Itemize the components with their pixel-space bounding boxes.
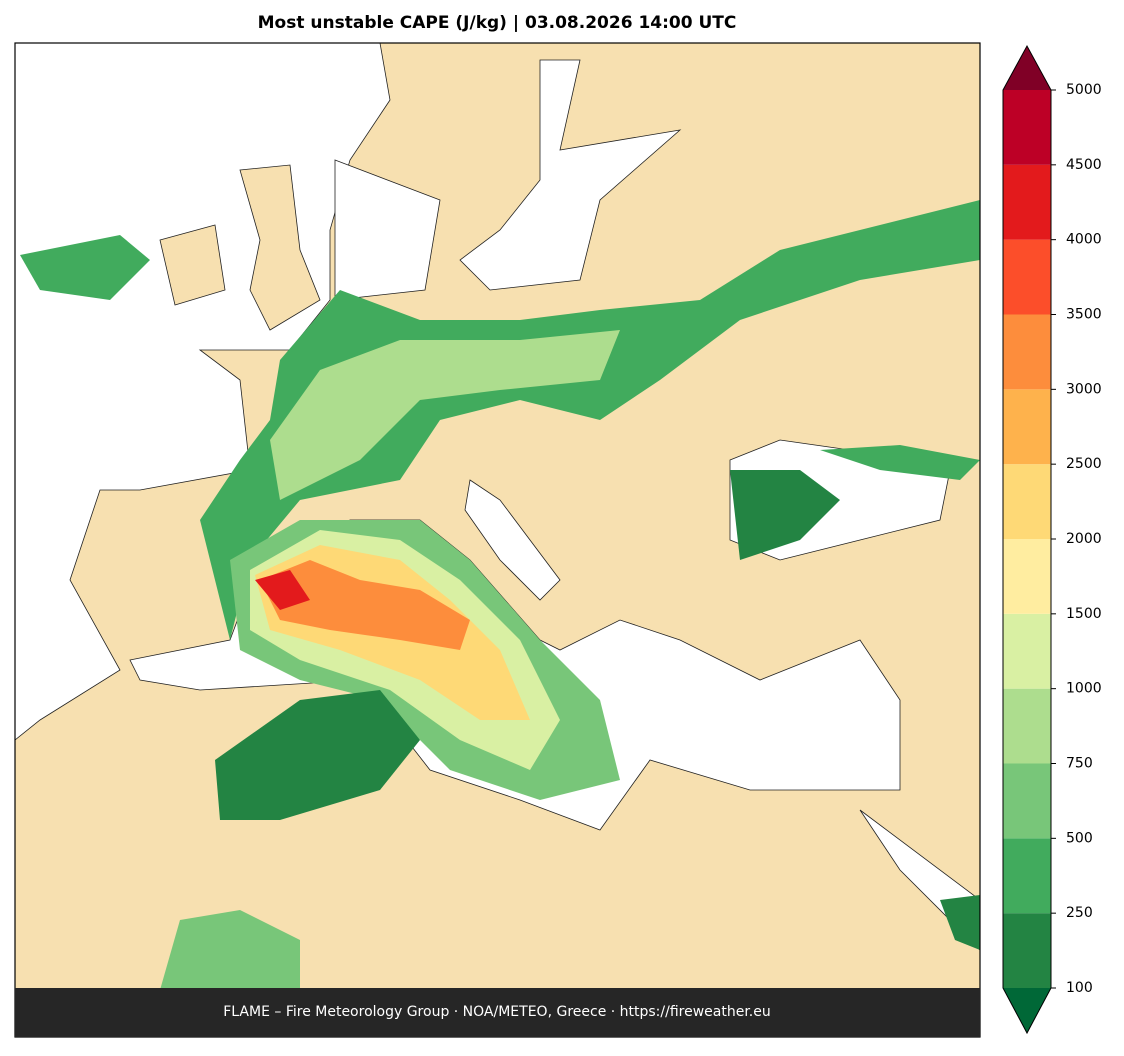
- great-britain: [239, 164, 321, 331]
- colorbar-segment: [1003, 613, 1051, 689]
- colorbar-segment: [1003, 464, 1051, 539]
- colorbar-segment: [1003, 539, 1051, 614]
- adriatic: [464, 479, 561, 601]
- colorbar-segment: [1003, 90, 1051, 165]
- colorbar-segment: [1003, 763, 1051, 839]
- islands: [159, 164, 321, 331]
- colorbar-tick-label: 3000: [1066, 381, 1102, 397]
- map-title: Most unstable CAPE (J/kg) | 03.08.2026 1…: [258, 13, 737, 33]
- colorbar-tick-label: 750: [1066, 756, 1093, 772]
- north-sea: [334, 159, 441, 301]
- colorbar-tick-label: 2000: [1066, 531, 1102, 547]
- colorbar: 100 250 500 750 1000 1500 2000 2500 3000 3500 4000…: [1002, 44, 1102, 1035]
- colorbar-tick-label: 4500: [1066, 157, 1102, 173]
- colorbar-tick-label: 1000: [1066, 681, 1102, 697]
- colorbar-segment: [1003, 913, 1051, 988]
- colorbar-segment: [1003, 239, 1051, 315]
- colorbar-segment: [1003, 164, 1051, 240]
- colorbar-over: [1003, 46, 1051, 90]
- colorbar-tick-label: 2500: [1066, 456, 1102, 472]
- ireland: [159, 224, 226, 306]
- colorbar-segment: [1003, 838, 1051, 914]
- colorbar-segment: [1003, 688, 1051, 764]
- footer-text: FLAME – Fire Meteorology Group · NOA/MET…: [223, 1004, 771, 1020]
- colorbar-tick-label: 1500: [1066, 606, 1102, 622]
- map: [15, 43, 980, 988]
- colorbar-under: [1003, 988, 1051, 1033]
- colorbar-segment: [1003, 389, 1051, 465]
- colorbar-tick-label: 250: [1066, 905, 1093, 921]
- colorbar-tick-label: 5000: [1066, 82, 1102, 98]
- cape-field: [20, 200, 980, 988]
- colorbar-tick-label: 100: [1066, 980, 1093, 996]
- colorbar-tick-label: 500: [1066, 830, 1093, 846]
- colorbar-tick-label: 3500: [1066, 307, 1102, 323]
- colorbar-tick-label: 4000: [1066, 232, 1102, 248]
- footer-bar: [15, 988, 980, 1037]
- colorbar-segment: [1003, 314, 1051, 390]
- baltic: [459, 59, 682, 291]
